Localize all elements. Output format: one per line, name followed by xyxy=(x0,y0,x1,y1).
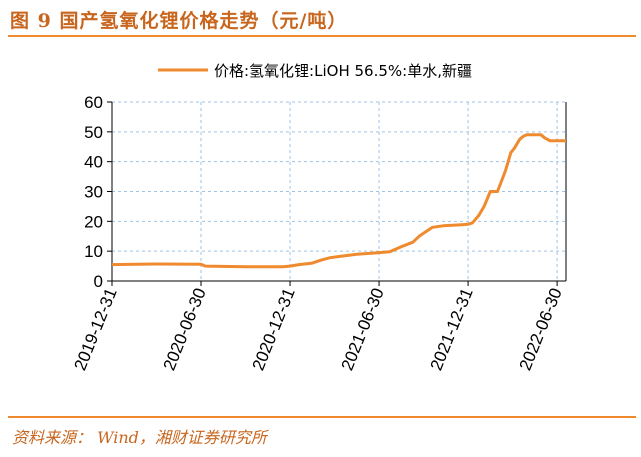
axes xyxy=(107,101,567,286)
source-divider xyxy=(8,416,636,418)
y-tick-label: 0 xyxy=(94,272,103,291)
x-tick-label: 2022-06-30 xyxy=(516,285,566,373)
legend: 价格:氢氧化锂:LiOH 56.5%:单水,新疆 xyxy=(158,62,472,80)
title-divider xyxy=(8,35,636,37)
y-tick-label: 60 xyxy=(84,93,103,112)
x-tick-label: 2020-06-30 xyxy=(160,285,210,373)
y-tick-label: 20 xyxy=(84,212,103,231)
series-layer xyxy=(111,133,566,269)
figure-title: 图 9 国产氢氧化锂价格走势（元/吨） xyxy=(10,10,348,32)
x-tick-label: 2021-12-31 xyxy=(427,285,477,373)
legend-label: 价格:氢氧化锂:LiOH 56.5%:单水,新疆 xyxy=(214,62,472,80)
y-tick-label: 10 xyxy=(84,242,103,261)
x-tick-label: 2019-12-31 xyxy=(71,285,121,373)
x-tick-label: 2021-06-30 xyxy=(338,285,388,373)
y-tick-label: 50 xyxy=(84,123,103,142)
y-tick-label: 40 xyxy=(84,153,103,172)
y-tick-labels: 0 10 20 30 40 50 60 xyxy=(84,93,103,291)
series-line-0 xyxy=(111,133,566,269)
source-note: 资料来源： Wind，湘财证券研究所 xyxy=(12,428,267,447)
y-tick-label: 30 xyxy=(84,183,103,202)
x-tick-label: 2020-12-31 xyxy=(249,285,299,373)
x-tick-labels: 2019-12-31 2020-06-30 2020-12-31 2021-06-30… xyxy=(71,285,566,373)
